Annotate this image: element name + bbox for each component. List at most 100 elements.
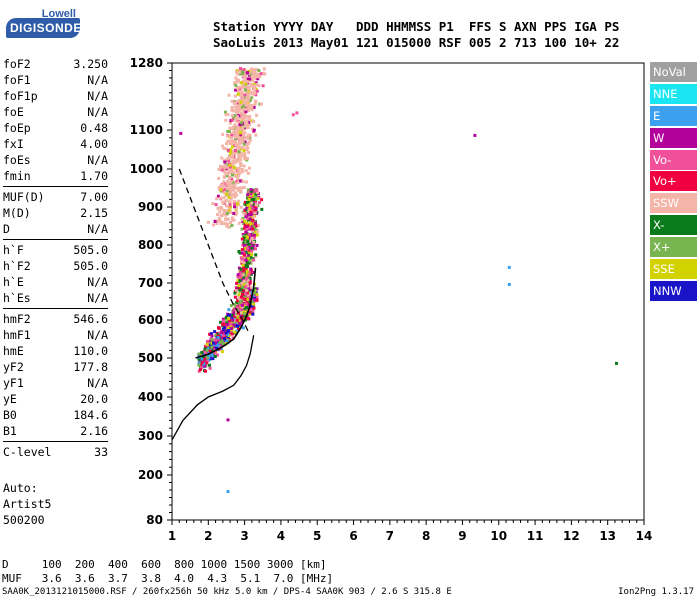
echo-point bbox=[232, 165, 236, 169]
echo-point bbox=[214, 203, 218, 207]
echo-point bbox=[219, 184, 223, 188]
echo-point bbox=[251, 227, 255, 231]
echo-point bbox=[243, 315, 247, 319]
echo-point bbox=[227, 169, 231, 173]
echo-point bbox=[235, 205, 239, 209]
legend-item-vo-: Vo+ bbox=[650, 171, 697, 192]
echo-point bbox=[226, 130, 230, 133]
echo-point bbox=[241, 123, 245, 127]
echo-point bbox=[255, 89, 259, 93]
param-row: yE 20.0 bbox=[3, 391, 108, 407]
y-tick-label: 900 bbox=[138, 200, 163, 214]
echo-point bbox=[233, 291, 237, 295]
file-info-footer: SAA0K_2013121015000.RSF / 260fx256h 50 k… bbox=[2, 587, 452, 597]
echo-point bbox=[242, 266, 246, 270]
echo-point bbox=[227, 195, 231, 199]
echo-point bbox=[239, 311, 243, 315]
echo-point bbox=[214, 334, 218, 337]
echo-point bbox=[239, 179, 242, 183]
echo-point bbox=[239, 164, 243, 167]
echo-point bbox=[257, 73, 261, 76]
echo-point bbox=[229, 322, 233, 326]
param-row: fmin 1.70 bbox=[3, 168, 108, 184]
echo-point bbox=[248, 312, 252, 316]
echo-point bbox=[244, 258, 248, 262]
param-value: 110.0 bbox=[73, 344, 108, 358]
echo-point bbox=[233, 186, 237, 190]
param-value: 505.0 bbox=[73, 243, 108, 257]
echo-point bbox=[218, 340, 222, 344]
echo-point bbox=[247, 270, 251, 274]
echo-point bbox=[222, 180, 226, 184]
echo-point bbox=[247, 242, 251, 246]
echo-point bbox=[243, 219, 247, 223]
echo-point bbox=[212, 223, 215, 227]
echo-point bbox=[221, 336, 225, 340]
echo-point bbox=[233, 138, 237, 142]
echo-point bbox=[246, 115, 250, 119]
param-name: h`F bbox=[3, 243, 24, 257]
echo-point bbox=[257, 69, 261, 72]
echo-point bbox=[236, 72, 240, 76]
legend-item-noval: NoVal bbox=[650, 62, 697, 82]
echo-point bbox=[225, 172, 229, 176]
param-value: N/A bbox=[87, 275, 108, 289]
param-value: 184.6 bbox=[73, 408, 108, 422]
echo-point bbox=[233, 153, 236, 157]
param-row: h`F2 505.0 bbox=[3, 258, 108, 274]
echo-point bbox=[247, 257, 250, 261]
echo-point bbox=[232, 125, 235, 129]
echo-point bbox=[254, 207, 258, 211]
echo-point bbox=[240, 170, 244, 174]
electron-density-profile bbox=[171, 335, 255, 441]
echo-point bbox=[237, 250, 241, 253]
x-tick-label: 5 bbox=[313, 529, 321, 543]
echo-point bbox=[223, 110, 227, 114]
echo-point bbox=[213, 351, 217, 355]
echo-point bbox=[242, 269, 246, 273]
echo-point bbox=[242, 261, 246, 264]
echo-point bbox=[238, 87, 242, 91]
legend-item-nnw: NNW bbox=[650, 280, 697, 301]
echo-point bbox=[231, 173, 234, 177]
y-tick-label: 300 bbox=[138, 429, 163, 443]
echo-point bbox=[224, 113, 228, 117]
echo-point bbox=[252, 128, 256, 132]
echo-point bbox=[239, 67, 243, 71]
echo-point bbox=[253, 87, 256, 91]
echo-point bbox=[207, 345, 211, 349]
echo-point bbox=[235, 186, 239, 190]
echo-point bbox=[241, 292, 244, 296]
echo-point bbox=[242, 186, 246, 189]
echo-point bbox=[232, 200, 236, 204]
echo-point bbox=[235, 329, 239, 333]
echo-point bbox=[228, 200, 232, 204]
echo-point bbox=[254, 203, 258, 207]
echo-point bbox=[254, 253, 258, 257]
y-tick-label: 700 bbox=[138, 276, 163, 290]
param-name: fmin bbox=[3, 169, 31, 183]
echo-point bbox=[217, 186, 221, 190]
echo-point bbox=[233, 81, 237, 85]
echo-point bbox=[200, 350, 204, 354]
echo-point bbox=[245, 200, 249, 204]
echo-point bbox=[237, 221, 241, 225]
param-row: foF1p N/A bbox=[3, 88, 108, 104]
echo-point bbox=[222, 191, 226, 195]
echo-point bbox=[251, 120, 255, 123]
echo-point bbox=[249, 267, 253, 271]
echo-point bbox=[237, 318, 241, 322]
echo-point bbox=[210, 334, 214, 338]
echo-point bbox=[245, 282, 249, 286]
echo-point bbox=[238, 98, 241, 102]
echo-point bbox=[238, 290, 242, 293]
echo-point bbox=[243, 69, 247, 73]
echo-point bbox=[250, 67, 254, 71]
echo-point bbox=[235, 318, 239, 322]
echo-point bbox=[254, 230, 258, 234]
echo-point bbox=[243, 154, 247, 157]
echo-point bbox=[234, 174, 238, 178]
x-tick-label: 2 bbox=[204, 529, 212, 543]
echo-point bbox=[251, 232, 255, 236]
echo-point bbox=[246, 107, 250, 111]
